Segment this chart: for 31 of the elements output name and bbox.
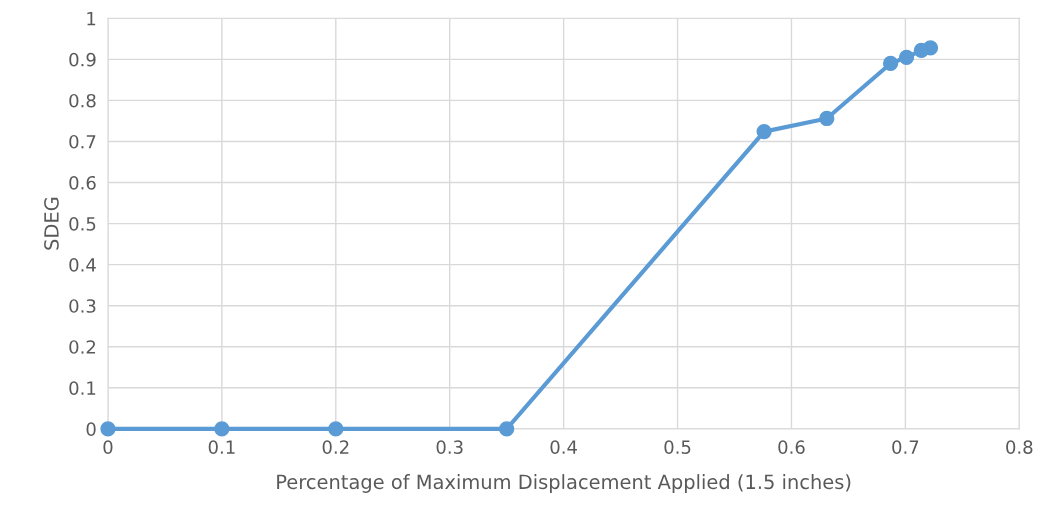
y-tick-label: 0.9 — [69, 52, 96, 67]
point — [499, 421, 515, 437]
point — [100, 421, 116, 437]
y-tick-label: 0.2 — [69, 340, 96, 354]
x-tick-label: 0.5 — [664, 440, 691, 454]
x-tick-label: 0.1 — [208, 440, 235, 454]
x-tick-label: 0.8 — [1006, 440, 1033, 454]
y-tick-label: 1 — [87, 12, 96, 26]
x-tick-label: 0.7 — [892, 440, 919, 454]
y-tick-label: 0.7 — [69, 134, 96, 149]
point — [819, 110, 835, 127]
point — [882, 55, 899, 72]
point — [328, 421, 344, 437]
y-tick-label: 0.3 — [69, 299, 96, 313]
point — [898, 49, 915, 65]
x-tick-label: 0.4 — [550, 440, 577, 454]
y-tick-label: 0.6 — [69, 175, 96, 190]
x-tick-label: 0.3 — [436, 440, 463, 454]
x-tick-label: 0.6 — [778, 440, 805, 454]
x-tick-label: 0.2 — [322, 440, 349, 454]
point — [214, 421, 230, 437]
y-tick-label: 0.4 — [69, 258, 96, 272]
point — [756, 123, 772, 140]
point — [922, 40, 939, 56]
y-axis-title: SDEG — [44, 197, 59, 250]
y-tick-label: 0.8 — [69, 93, 96, 108]
y-tick-label: 0 — [86, 422, 96, 436]
y-tick-label: 0.5 — [69, 217, 96, 231]
y-tick-label: 0.1 — [69, 381, 96, 395]
x-tick-label: 0 — [103, 440, 113, 454]
x-axis-title: Percentage of Maximum Displacement Applied (1.5 inches) — [277, 474, 851, 493]
